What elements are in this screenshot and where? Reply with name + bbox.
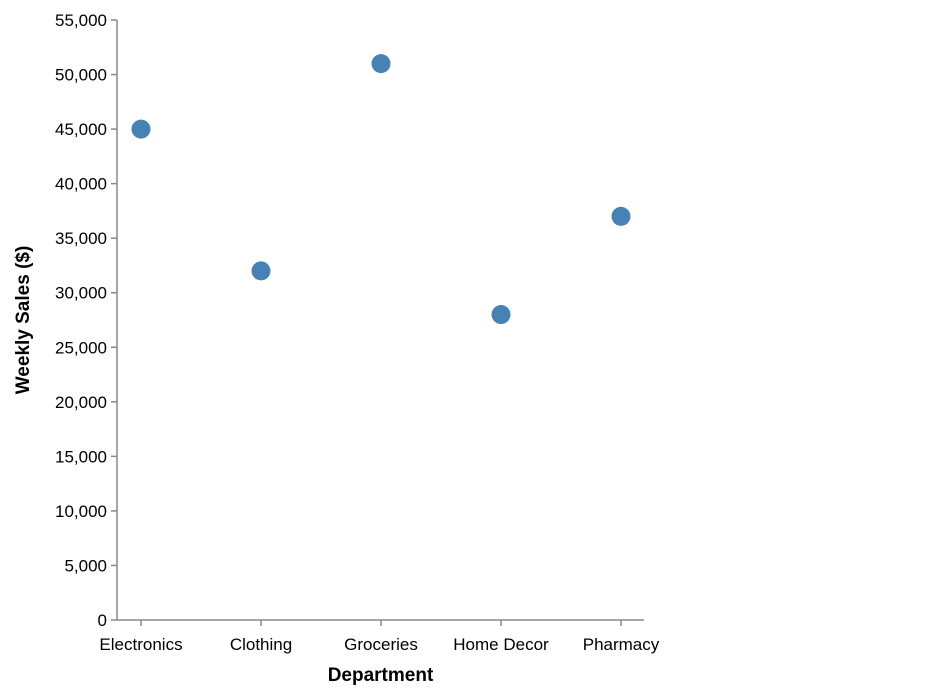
y-tick-label: 15,000 xyxy=(55,447,107,466)
data-points xyxy=(131,54,631,325)
x-tick-label: Clothing xyxy=(230,635,292,654)
y-tick-label: 55,000 xyxy=(55,11,107,30)
y-tick-label: 40,000 xyxy=(55,175,107,194)
y-tick-label: 35,000 xyxy=(55,229,107,248)
y-axis-title: Weekly Sales ($) xyxy=(13,246,34,395)
x-axis-title: Department xyxy=(328,665,434,686)
y-tick-label: 30,000 xyxy=(55,284,107,303)
data-point[interactable] xyxy=(611,206,631,226)
y-tick-label: 20,000 xyxy=(55,393,107,412)
x-tick-label: Home Decor xyxy=(453,635,549,654)
y-tick-label: 0 xyxy=(98,611,107,630)
data-point[interactable] xyxy=(491,305,511,325)
x-tick-label: Electronics xyxy=(99,635,182,654)
y-tick-label: 10,000 xyxy=(55,502,107,521)
y-tick-label: 50,000 xyxy=(55,66,107,85)
x-axis: Electronics Clothing Groceries Home Decor Ph… xyxy=(99,619,660,654)
data-point[interactable] xyxy=(251,261,271,281)
y-tick-label: 25,000 xyxy=(55,338,107,357)
x-tick-label: Groceries xyxy=(344,635,418,654)
data-point[interactable] xyxy=(131,119,151,139)
y-tick-label: 5,000 xyxy=(64,556,107,575)
y-axis: 0 5,000 10,000 15,000 20,000 25,000 30,000 35,0… xyxy=(55,11,118,630)
x-tick-label: Pharmacy xyxy=(583,635,660,654)
y-tick-label: 45,000 xyxy=(55,120,107,139)
data-point[interactable] xyxy=(371,54,391,74)
